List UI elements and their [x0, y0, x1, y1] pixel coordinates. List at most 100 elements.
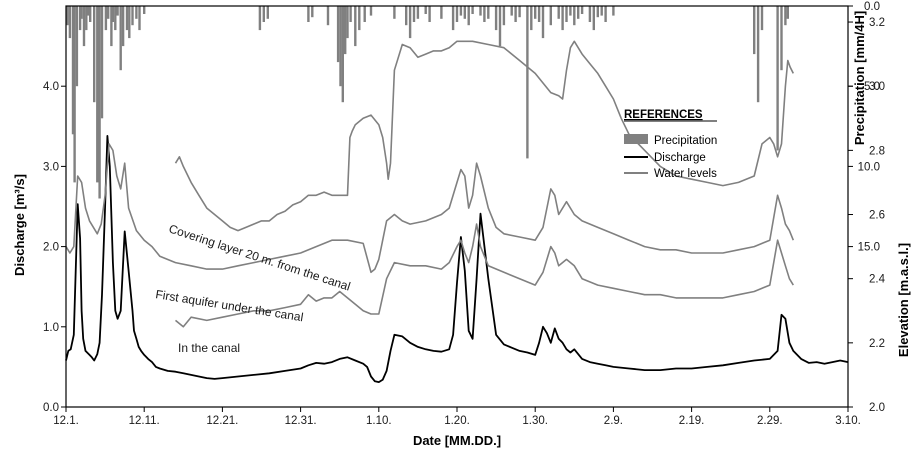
precipitation-bar [96, 6, 99, 183]
series-lines [65, 40, 849, 384]
precipitation-bar [85, 6, 88, 31]
x-tick-label: 12.31. [285, 415, 317, 427]
precipitation-bar [128, 6, 131, 39]
precipitation-bar [344, 6, 347, 55]
precipitation-bar [459, 6, 463, 16]
precipitation-bar [451, 6, 455, 31]
y-elev-tick-label: 2.4 [869, 274, 886, 286]
precipitation-bar [463, 6, 466, 19]
y-left-axis-title: Discharge [m³/s] [12, 174, 27, 276]
precipitation-bar [502, 6, 506, 26]
precipitation-bar [346, 6, 349, 39]
precipitation-bar [349, 6, 352, 22]
precipitation-bar [756, 6, 760, 103]
precipitation-bar [498, 6, 502, 47]
precipitation-bar [577, 6, 580, 19]
precipitation-bar [131, 6, 134, 26]
precipitation-bar [604, 6, 607, 22]
precipitation-bar [471, 6, 474, 14]
precipitation-bar [534, 6, 537, 19]
y-elev-tick-label: 2.2 [869, 338, 885, 350]
precipitation-bar [786, 6, 789, 19]
axes: 12.1. 12.11. 12.21. 12.31. 1.10. 1.20. 1.30. 2.… [43, 1, 886, 427]
series-line-0 [65, 134, 849, 384]
precipitation-bar [89, 6, 92, 22]
precipitation-bar [358, 6, 361, 31]
precipitation-bars [66, 6, 789, 199]
precipitation-bar [143, 6, 146, 14]
legend: REFERENCES Precipitation Discharge Water… [624, 109, 717, 180]
x-tick-label: 3.10. [835, 415, 861, 427]
y-left-tick-label: 2.0 [43, 242, 59, 254]
precipitation-bar [573, 6, 576, 26]
x-tick-label: 12.21. [206, 415, 238, 427]
precipitation-bar [119, 6, 122, 71]
precipitation-bar [596, 6, 599, 18]
series-line-3 [174, 223, 794, 328]
precipitation-bar [75, 6, 79, 87]
precipitation-bar [428, 6, 431, 22]
precipitation-bar [588, 6, 592, 22]
precipitation-bar [138, 6, 141, 31]
precipitation-bar [483, 6, 486, 22]
series-line-1 [174, 40, 795, 232]
x-tick-label: 1.10. [366, 415, 392, 427]
precipitation-bar [760, 6, 764, 31]
precipitation-bar [307, 6, 310, 22]
precipitation-bar [592, 6, 595, 31]
precipitation-bar [494, 6, 498, 31]
y-elev-axis-title: Elevation [m.a.s.l.] [896, 243, 911, 357]
precipitation-bar [73, 6, 76, 183]
precipitation-bar [110, 6, 113, 47]
precipitation-bar [114, 6, 117, 31]
precipitation-bar [262, 6, 265, 22]
x-tick-label: 2.29. [757, 415, 783, 427]
x-tick-label: 12.11. [129, 415, 160, 427]
precipitation-bar [326, 6, 330, 26]
legend-label-discharge: Discharge [654, 152, 706, 164]
y-precip-tick-label: 15.0 [858, 242, 880, 254]
precipitation-bar [405, 6, 408, 26]
x-tick-label: 1.30. [522, 415, 548, 427]
precipitation-bar [612, 6, 615, 16]
precipitation-bar [455, 6, 459, 22]
precipitation-bar [784, 6, 787, 26]
precipitation-bar [467, 6, 470, 26]
precipitation-bar [541, 6, 545, 39]
precipitation-bar [780, 6, 783, 71]
precipitation-bar [80, 6, 83, 19]
precipitation-bar [258, 6, 262, 31]
legend-swatch-precipitation [624, 134, 648, 144]
precipitation-bar [479, 6, 482, 16]
precipitation-bar [104, 6, 108, 31]
precipitation-bar [66, 6, 69, 26]
y-elev-tick-label: 3.0 [869, 81, 885, 93]
precipitation-bar [71, 6, 75, 135]
precipitation-bar [121, 6, 125, 47]
precipitation-bar [580, 6, 584, 14]
precipitation-bar [526, 6, 529, 159]
precipitation-bar [569, 6, 572, 16]
legend-label-water-levels: Water levels [654, 168, 717, 180]
precipitation-bar [561, 6, 564, 31]
precipitation-bar [135, 6, 138, 19]
precipitation-bar [82, 6, 86, 47]
annotation-in-canal: In the canal [178, 341, 240, 355]
precipitation-bar [341, 6, 344, 103]
y-elev-tick-label: 2.8 [869, 145, 885, 157]
y-elev-tick-label: 3.2 [869, 17, 885, 29]
precipitation-bar [530, 6, 533, 31]
precipitation-bar [549, 6, 552, 26]
y-left-tick-label: 0.0 [43, 402, 59, 414]
y-left-tick-label: 3.0 [43, 161, 59, 173]
precipitation-bar [68, 6, 72, 39]
precipitation-bar [408, 6, 412, 39]
legend-title: REFERENCES [624, 109, 703, 121]
precipitation-bar [87, 6, 90, 16]
precipitation-bar [311, 6, 314, 18]
y-precip-tick-label: 0.0 [864, 1, 880, 13]
precipitation-bar [440, 6, 443, 19]
y-precip-axis-title: Precipitation [mm/4H] [852, 11, 867, 145]
precipitation-bar [336, 6, 340, 63]
y-left-tick-label: 1.0 [43, 322, 59, 334]
